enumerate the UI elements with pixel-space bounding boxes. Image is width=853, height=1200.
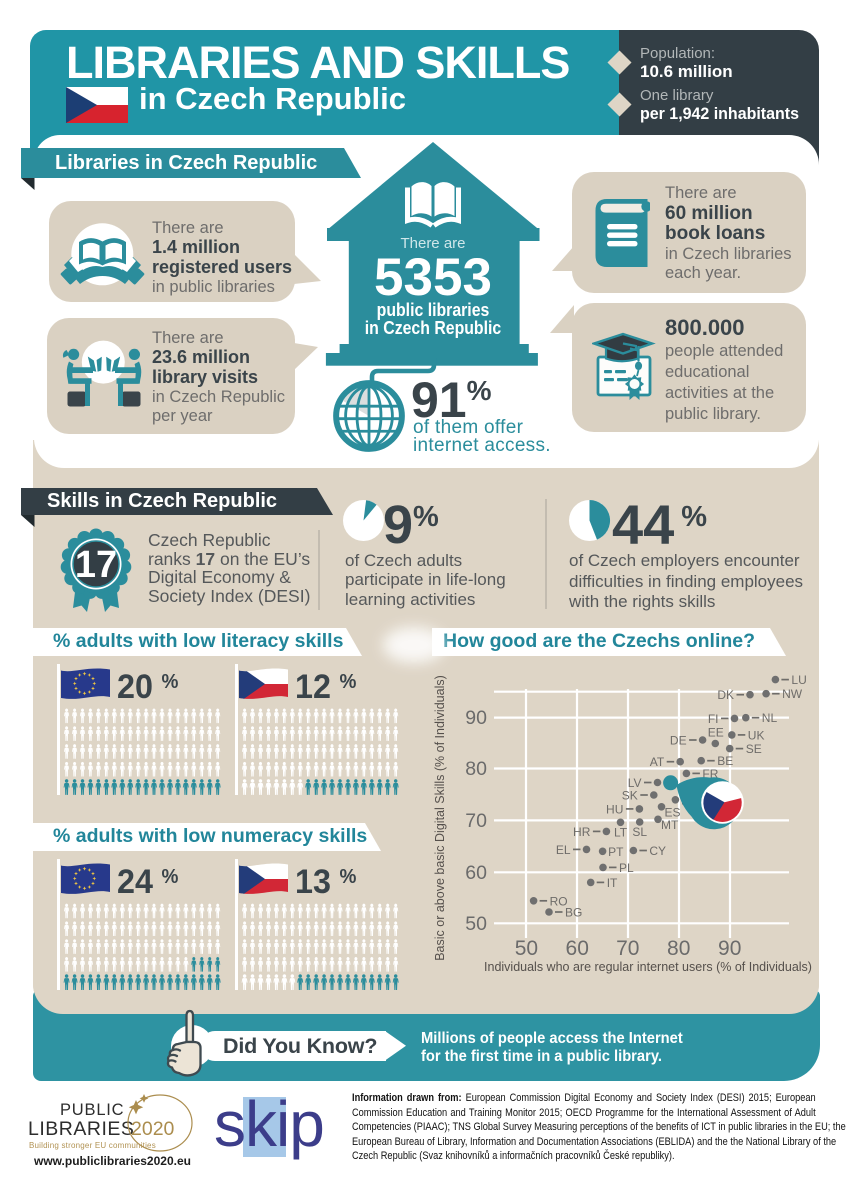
svg-text:EE: EE [708, 726, 724, 740]
svg-text:UK: UK [748, 728, 765, 742]
svg-text:50: 50 [515, 937, 538, 960]
svg-text:PL: PL [619, 861, 634, 875]
svg-text:BE: BE [717, 754, 733, 768]
svg-text:SK: SK [622, 789, 638, 803]
svg-text:90: 90 [465, 707, 487, 729]
svg-text:NW: NW [782, 687, 803, 701]
svg-text:LT: LT [614, 825, 628, 839]
svg-text:FI: FI [708, 712, 719, 726]
svg-text:BG: BG [565, 906, 582, 920]
svg-text:EL: EL [556, 843, 571, 857]
svg-text:HR: HR [573, 825, 591, 839]
svg-text:90: 90 [718, 937, 741, 960]
svg-text:50: 50 [465, 913, 487, 935]
svg-text:60: 60 [465, 862, 487, 884]
svg-text:NL: NL [762, 711, 778, 725]
svg-text:60: 60 [566, 937, 589, 960]
svg-text:HU: HU [606, 802, 623, 816]
svg-text:Basic or above basic Digital S: Basic or above basic Digital Skills (% o… [433, 675, 447, 961]
svg-text:70: 70 [465, 810, 487, 832]
svg-text:LV: LV [628, 776, 642, 790]
svg-text:ES: ES [665, 805, 681, 819]
svg-text:80: 80 [465, 758, 487, 780]
svg-text:AT: AT [650, 755, 665, 769]
svg-text:Individuals who are regular in: Individuals who are regular internet use… [484, 960, 812, 974]
svg-text:LU: LU [791, 673, 806, 687]
svg-text:IT: IT [607, 876, 618, 890]
svg-text:17: 17 [75, 544, 117, 586]
svg-text:RO: RO [550, 894, 568, 908]
svg-text:PT: PT [608, 845, 624, 859]
svg-text:DK: DK [717, 688, 734, 702]
svg-text:MT: MT [661, 818, 679, 832]
svg-text:SE: SE [746, 742, 762, 756]
svg-text:DE: DE [670, 734, 687, 748]
svg-text:70: 70 [616, 937, 639, 960]
svg-text:80: 80 [667, 937, 690, 960]
svg-text:CY: CY [649, 844, 666, 858]
svg-text:SL: SL [632, 825, 647, 839]
